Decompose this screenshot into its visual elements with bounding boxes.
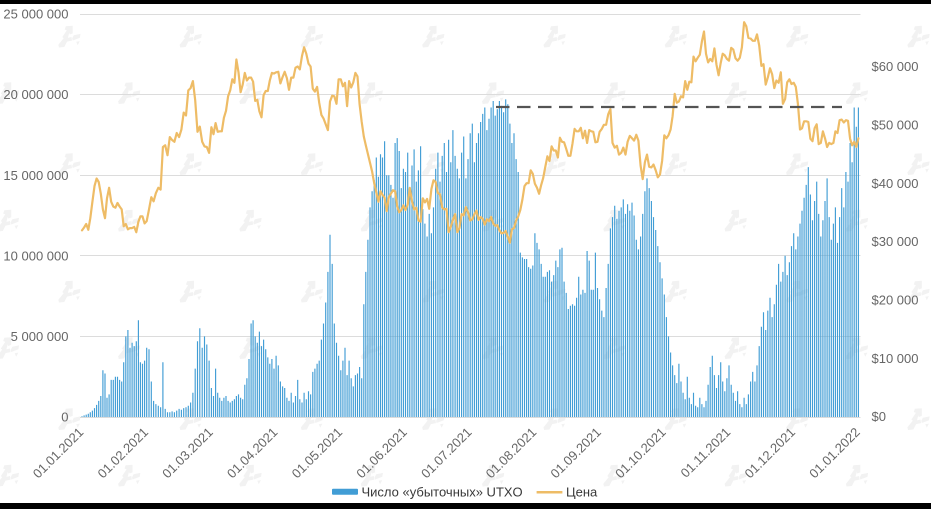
svg-text:15 000 000: 15 000 000 bbox=[3, 168, 68, 183]
svg-text:0: 0 bbox=[61, 410, 68, 425]
svg-text:$20 000: $20 000 bbox=[872, 292, 919, 307]
svg-text:25 000 000: 25 000 000 bbox=[3, 7, 68, 22]
svg-text:$30 000: $30 000 bbox=[872, 234, 919, 249]
svg-text:$50 000: $50 000 bbox=[872, 117, 919, 132]
svg-text:$60 000: $60 000 bbox=[872, 59, 919, 74]
svg-text:Число «убыточных» UTXO: Число «убыточных» UTXO bbox=[362, 484, 523, 499]
svg-text:Цена: Цена bbox=[566, 484, 598, 499]
svg-text:$40 000: $40 000 bbox=[872, 176, 919, 191]
svg-text:$10 000: $10 000 bbox=[872, 351, 919, 366]
svg-text:20 000 000: 20 000 000 bbox=[3, 87, 68, 102]
svg-text:5 000 000: 5 000 000 bbox=[11, 329, 69, 344]
svg-text:10 000 000: 10 000 000 bbox=[3, 248, 68, 263]
svg-text:$0: $0 bbox=[872, 409, 886, 424]
